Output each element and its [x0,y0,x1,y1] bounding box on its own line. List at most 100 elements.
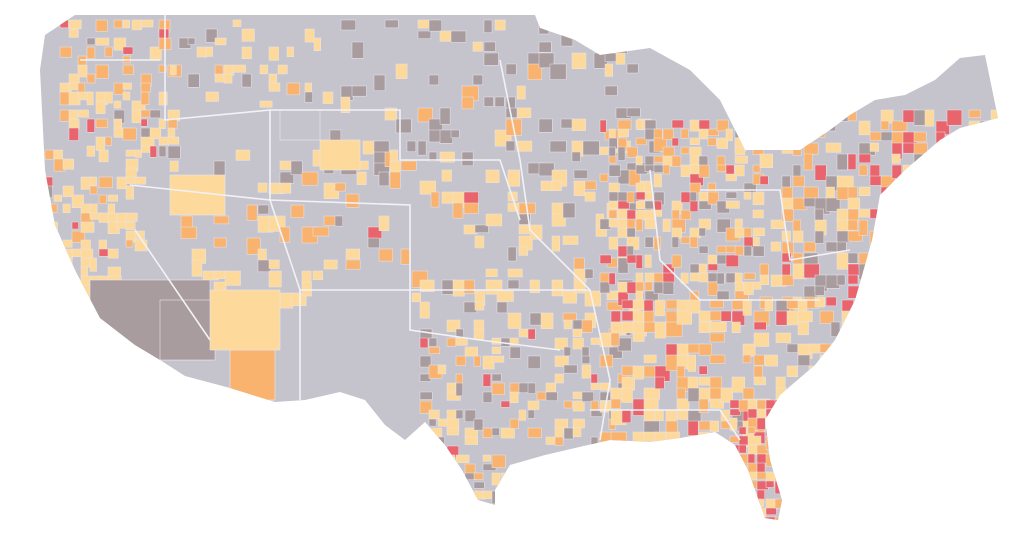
county [968,109,981,119]
county [474,301,485,311]
county [610,398,622,409]
county [428,445,441,456]
county [946,252,964,262]
county [463,202,479,214]
county [62,203,71,213]
county [304,91,313,103]
county [707,281,719,296]
county [617,128,629,138]
county [473,319,485,330]
county [621,409,632,423]
county [304,82,313,93]
county [169,64,177,76]
county [880,241,895,255]
county [62,239,73,248]
county [491,373,502,382]
county [563,427,574,440]
county [571,151,581,162]
county [213,160,226,177]
county [485,268,498,278]
county [775,376,786,389]
county [957,241,970,254]
county [783,471,796,483]
county [847,153,857,170]
county [617,119,632,130]
county [680,209,692,220]
county [775,409,789,422]
county [644,236,654,248]
county [957,142,971,157]
county [743,245,752,257]
county [957,164,967,174]
county [428,436,440,448]
county [608,164,621,177]
county [979,263,993,277]
county [626,30,641,45]
county [572,418,585,429]
county [538,118,553,133]
county [957,131,974,144]
county [968,296,983,313]
county [509,391,519,404]
county [774,462,785,473]
county [698,128,708,140]
county [753,332,770,347]
county [560,30,574,47]
county [770,109,784,119]
county [841,409,857,426]
county [902,142,915,154]
county [428,481,439,492]
county [428,472,442,483]
county [716,164,727,173]
county [167,118,178,130]
county [841,299,854,313]
county [131,109,142,123]
county [759,153,773,168]
county [59,46,72,58]
county [419,337,429,349]
county [158,91,168,106]
county [676,365,686,378]
county [635,272,644,284]
county [913,208,930,221]
county [852,376,869,392]
county [322,91,334,104]
county [86,37,96,46]
county [665,321,683,338]
county [417,107,433,123]
county [676,310,692,325]
county [608,146,616,157]
county [803,241,816,253]
county [527,427,542,438]
county [775,398,787,412]
county [268,270,282,288]
county [775,332,792,343]
county [808,420,825,436]
county [419,427,428,442]
county [384,107,397,121]
county [290,160,303,175]
county [419,463,430,471]
county [814,109,828,122]
county [516,140,533,152]
county [734,218,743,229]
county [491,454,506,468]
county [946,285,961,296]
county [891,120,908,132]
county [158,64,167,73]
county [990,296,998,308]
county [786,420,797,430]
county [572,328,583,337]
county [277,64,288,75]
county [345,193,360,208]
county [599,391,611,401]
county [662,218,671,232]
county [935,175,948,188]
county [599,454,609,466]
county [830,321,841,337]
county [446,490,460,498]
county [571,118,586,131]
county [797,409,807,418]
county [373,74,386,91]
